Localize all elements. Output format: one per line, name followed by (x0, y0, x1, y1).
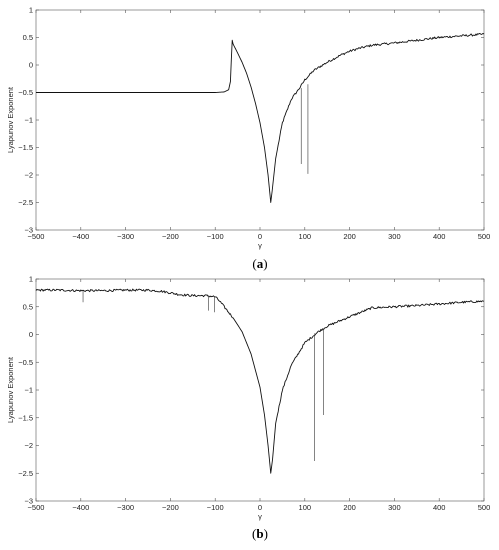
y-axis-label: Lyapunov Exponent (6, 86, 15, 153)
panel-label-close: ) (264, 526, 268, 541)
x-tick-label: −300 (117, 503, 134, 512)
series-line (35, 288, 485, 474)
y-tick-label: 0.5 (23, 302, 33, 311)
x-tick-label: 200 (343, 232, 356, 241)
y-tick-label: −3 (24, 226, 33, 235)
chart-panel-a: −500 −400 −300 −200 −100 0 100 200 300 400 500 −3 −2… (6, 6, 490, 272)
y-tick-label: −2.5 (18, 469, 33, 478)
y-axis-label: Lyapunov Exponent (6, 356, 15, 423)
y-tick-label: 0 (29, 61, 33, 70)
x-tick-label: 200 (343, 503, 356, 512)
x-tick-label: 0 (258, 232, 262, 241)
x-tick-label: −300 (117, 232, 134, 241)
y-tick-label: −0.5 (18, 358, 33, 367)
panel-label: (b) (252, 526, 268, 541)
y-tick-label: −2.5 (18, 198, 33, 207)
panel-label: (a) (252, 256, 267, 271)
y-tick-label: 1 (29, 6, 33, 15)
y-tick-label: −2 (24, 171, 33, 180)
y-tick-label: 0 (29, 330, 33, 339)
x-tick-label: 300 (388, 232, 401, 241)
x-tick-label: 100 (299, 503, 312, 512)
y-tick-label: −1.5 (18, 143, 33, 152)
series-line (36, 32, 485, 203)
x-tick-label: 0 (258, 503, 262, 512)
x-tick-label: −100 (207, 232, 224, 241)
plot-frame (35, 9, 485, 231)
x-axis-label: γ (258, 512, 262, 521)
y-tick-label: −1 (24, 386, 33, 395)
x-tick-label: −500 (28, 503, 45, 512)
y-tick-label: −1.5 (18, 413, 33, 422)
y-tick-label: 0.5 (23, 33, 33, 42)
x-tick-label: 500 (478, 503, 491, 512)
x-tick-label: 500 (478, 232, 491, 241)
y-tick-label: −3 (24, 497, 33, 506)
chart-panel-b: −500 −400 −300 −200 −100 0 100 200 300 400 500 −3 −2… (6, 275, 490, 542)
x-tick-label: −400 (72, 232, 89, 241)
x-tick-label: 400 (433, 503, 446, 512)
panel-label-open: ( (252, 526, 256, 541)
x-tick-label: −500 (28, 232, 45, 241)
x-tick-label: −400 (72, 503, 89, 512)
y-tick-label: −0.5 (18, 88, 33, 97)
y-tick-label: 1 (29, 275, 33, 284)
x-tick-label: −100 (207, 503, 224, 512)
x-tick-label: 400 (433, 232, 446, 241)
panel-label-letter: b (256, 526, 263, 541)
y-tick-label: −2 (24, 441, 33, 450)
x-tick-label: −200 (162, 232, 179, 241)
panel-label-letter: a (257, 256, 264, 271)
y-tick-label: −1 (24, 116, 33, 125)
x-tick-label: 100 (299, 232, 312, 241)
x-tick-label: 300 (388, 503, 401, 512)
x-axis-label: γ (258, 241, 262, 250)
panel-label-open: ( (252, 256, 256, 271)
panel-label-close: ) (263, 256, 267, 271)
x-tick-label: −200 (162, 503, 179, 512)
